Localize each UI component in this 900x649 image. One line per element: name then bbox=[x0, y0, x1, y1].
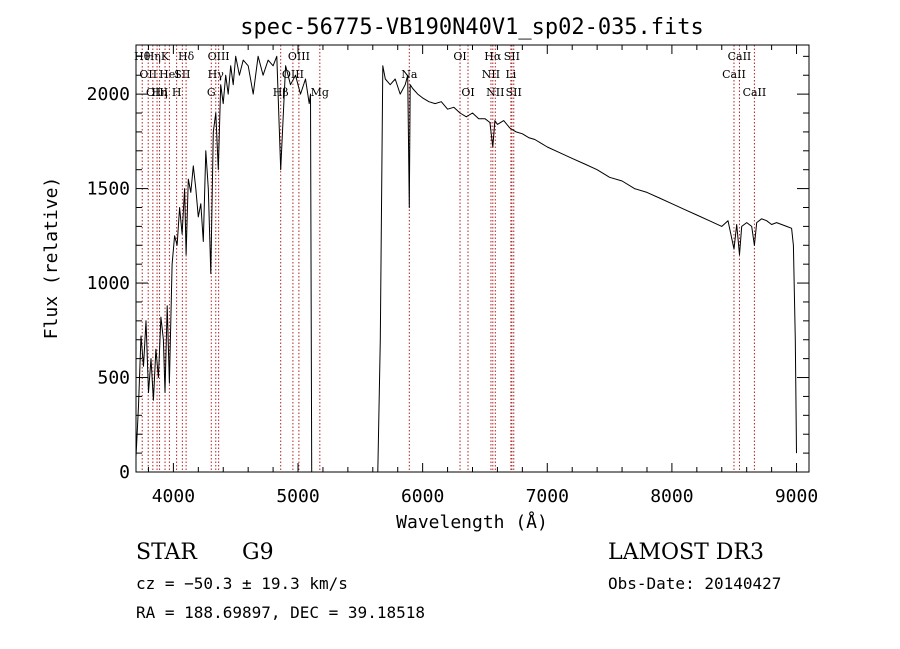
line-marker-label-10: G bbox=[207, 86, 216, 99]
object-class: STAR bbox=[136, 540, 197, 565]
y-tick-label-3: 1500 bbox=[87, 179, 130, 200]
line-marker-label-11: Hγ bbox=[208, 68, 225, 81]
survey-name: LAMOST DR3 bbox=[608, 540, 764, 565]
spectrum-chart: spec-56775-VB190N40V1_sp02-035.fits 4000… bbox=[41, 15, 818, 533]
line-marker-label-1: OII bbox=[139, 68, 157, 81]
line-marker-label-27: CaII bbox=[728, 50, 752, 63]
line-marker-label-23: Li bbox=[505, 68, 516, 81]
x-tick-label-2: 6000 bbox=[401, 486, 444, 507]
line-marker-label-19: OI bbox=[461, 86, 474, 99]
x-tick-label-5: 9000 bbox=[775, 486, 818, 507]
x-tick-label-1: 5000 bbox=[276, 486, 319, 507]
line-marker-label-13: Hβ bbox=[273, 86, 289, 99]
x-tick-label-4: 8000 bbox=[650, 486, 693, 507]
x-tick-label-3: 7000 bbox=[526, 486, 569, 507]
line-marker-label-5: K bbox=[161, 50, 170, 63]
x-tick-label-0: 4000 bbox=[152, 486, 195, 507]
y-axis-label: Flux (relative) bbox=[41, 177, 62, 340]
line-marker-label-2: Hη bbox=[145, 50, 161, 63]
obs-date: Obs-Date: 20140427 bbox=[608, 574, 782, 593]
line-marker-label-20: NII bbox=[482, 68, 500, 81]
line-marker-label-8: SII bbox=[174, 68, 190, 81]
spectrum-series-line bbox=[135, 55, 797, 473]
line-marker-label-3: OIII bbox=[146, 86, 168, 99]
line-marker-label-18: OI bbox=[453, 50, 466, 63]
line-marker-label-4: Hη bbox=[151, 86, 167, 99]
line-marker-label-14: OIII bbox=[282, 68, 304, 81]
line-marker-label-16: Mg bbox=[311, 86, 329, 99]
y-tick-label-0: 0 bbox=[119, 462, 130, 483]
line-marker-label-6: HeI bbox=[159, 68, 179, 81]
line-marker-label-17: Na bbox=[401, 68, 418, 81]
line-marker-label-26: CaII bbox=[722, 68, 746, 81]
line-marker-label-12: OIII bbox=[208, 50, 230, 63]
coordinates-readout: RA = 188.69897, DEC = 39.18518 bbox=[136, 603, 425, 622]
chart-title: spec-56775-VB190N40V1_sp02-035.fits bbox=[240, 15, 704, 40]
line-marker-label-15: OIII bbox=[288, 50, 310, 63]
plot-frame bbox=[135, 44, 810, 473]
x-axis-label: Wavelength (Å) bbox=[396, 511, 548, 533]
y-tick-label-2: 1000 bbox=[87, 273, 130, 294]
line-marker-label-9: Hδ bbox=[178, 50, 195, 63]
y-tick-label-4: 2000 bbox=[87, 84, 130, 105]
redshift-readout: cz = −50.3 ± 19.3 km/s bbox=[136, 574, 348, 593]
line-marker-label-7: H bbox=[172, 86, 182, 99]
y-tick-label-1: 500 bbox=[97, 368, 130, 389]
line-marker-label-24: SII bbox=[504, 50, 520, 63]
line-marker-label-28: CaII bbox=[743, 86, 767, 99]
object-subclass: G9 bbox=[242, 540, 274, 565]
line-marker-label-0: Hθ bbox=[134, 50, 151, 63]
line-marker-label-22: NII bbox=[486, 86, 504, 99]
line-marker-label-25: SII bbox=[506, 86, 522, 99]
line-marker-label-21: Hα bbox=[484, 50, 502, 63]
